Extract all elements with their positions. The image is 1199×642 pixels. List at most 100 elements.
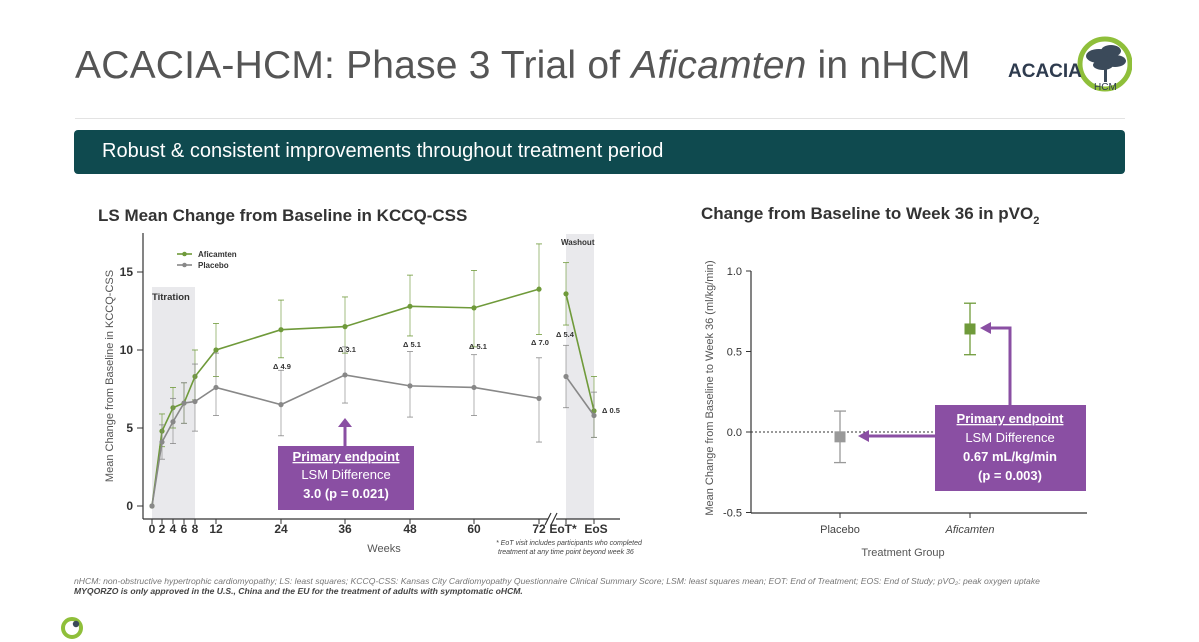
banner-text: Robust & consistent improvements through… (102, 140, 664, 162)
placebo-point (591, 412, 597, 419)
kccq-x-tick-label: EoT* (549, 522, 577, 536)
kccq-chart-title: LS Mean Change from Baseline in KCCQ-CSS (98, 206, 467, 225)
kccq-x-tick-label: EoS (584, 522, 607, 536)
delta-label: Δ 0.5 (602, 406, 620, 415)
placebo-point (342, 372, 348, 378)
pvo2-x-tick-label: Aficamten (945, 524, 995, 536)
aficamten-washout-line (565, 293, 595, 412)
kccq-y-tick-label: 10 (120, 343, 134, 357)
pvo2-y-tick-label: 0.0 (727, 427, 742, 439)
eot-footnote-2: treatment at any time point beyond week … (498, 549, 634, 556)
aficamten-point (213, 347, 219, 353)
placebo-point (536, 395, 542, 401)
pvo2-callout-line3: (p = 0.003) (978, 468, 1042, 483)
delta-label: Δ 5.1 (469, 342, 487, 351)
kccq-x-tick-label: 0 (149, 522, 156, 536)
aficamten-point (278, 327, 284, 333)
pvo2-primary-endpoint-callout: Primary endpoint LSM Difference 0.67 mL/… (935, 405, 1086, 491)
pvo2-y-axis-label: Mean Change from Baseline to Week 36 (ml… (704, 260, 716, 515)
placebo-point (563, 373, 569, 380)
kccq-x-tick-label: 2 (159, 522, 166, 536)
pvo2-y-tick-label: -0.5 (723, 508, 742, 520)
pvo2-aficamten-estimate (964, 302, 976, 356)
kccq-x-axis-label: Weeks (367, 543, 401, 555)
kccq-y-tick-label: 5 (126, 421, 133, 435)
placebo-point (181, 400, 187, 406)
kccq-x-tick-label: 48 (403, 522, 417, 536)
legend-aficamten: Aficamten (198, 250, 237, 259)
legend-placebo: Placebo (198, 261, 229, 270)
placebo-washout-line (565, 376, 595, 416)
aficamten-point (342, 324, 348, 330)
kccq-x-tick-label: 36 (338, 522, 352, 536)
kccq-x-tick-label: 4 (170, 522, 177, 536)
eot-footnote-1: * EoT visit includes participants who co… (496, 540, 643, 547)
title-part-2: in nHCM (806, 44, 971, 87)
kccq-callout-line1: LSM Difference (301, 467, 390, 482)
kccq-legend: Aficamten Placebo (177, 250, 237, 270)
pvo2-x-tick-label: Placebo (820, 524, 860, 536)
kccq-primary-endpoint-callout: Primary endpoint LSM Difference 3.0 (p =… (278, 418, 414, 510)
placebo-point (471, 384, 477, 391)
placebo-point (407, 383, 413, 389)
delta-label: Δ 5.1 (403, 340, 421, 349)
placebo-point (170, 419, 176, 425)
pvo2-callout-heading: Primary endpoint (957, 411, 1065, 426)
delta-label: Δ 4.9 (273, 362, 291, 371)
aficamten-point (407, 303, 413, 309)
kccq-callout-line2: 3.0 (p = 0.021) (303, 486, 389, 501)
kccq-y-axis-label: Mean Change from Baseline in KCCQ-CSS (104, 270, 116, 482)
title-drug-name: Aficamten (631, 44, 807, 87)
kccq-callout-heading: Primary endpoint (293, 449, 401, 464)
pvo2-chart-title: Change from Baseline to Week 36 in pVO2 (701, 204, 1039, 227)
kccq-x-tick-label: 60 (467, 522, 481, 536)
slide-title: ACACIA-HCM: Phase 3 Trial of Aficamten i… (75, 44, 971, 88)
kccq-x-tick-label: 8 (192, 522, 199, 536)
placebo-point (213, 384, 219, 391)
kccq-x-tick-label: 6 (181, 522, 188, 536)
placebo-point (149, 503, 155, 509)
pvo2-callout-line1: LSM Difference (965, 430, 1054, 445)
titration-label: Titration (152, 292, 190, 303)
axis-break-1 (544, 512, 552, 526)
axis-break-2 (550, 512, 558, 526)
delta-label: Δ 5.4 (556, 330, 575, 339)
washout-region (566, 234, 594, 519)
pvo2-y-tick-label: 0.5 (727, 347, 742, 359)
logo-text: ACACIA (1008, 61, 1082, 82)
pvo2-callout-line2: 0.67 mL/kg/min (963, 449, 1057, 464)
placebo-point (278, 402, 284, 408)
headline-banner: Robust & consistent improvements through… (74, 130, 1125, 174)
series-placebo (149, 344, 597, 509)
pvo2-title-sub: 2 (1033, 215, 1039, 227)
abbreviation-footnote: nHCM: non-obstructive hypertrophic cardi… (74, 576, 1040, 586)
aficamten-point (471, 305, 477, 311)
kccq-y-tick-label: 0 (126, 499, 133, 513)
pvo2-x-axis-label: Treatment Group (861, 547, 944, 559)
delta-label: Δ 3.1 (338, 345, 356, 354)
placebo-point (192, 398, 198, 405)
pvo2-placebo-marker (834, 431, 846, 443)
delta-label: Δ 7.0 (531, 338, 549, 347)
kccq-y-tick-label: 15 (120, 265, 134, 279)
pvo2-placebo-estimate (834, 410, 846, 464)
corner-logo-icon (61, 617, 83, 639)
placebo-point (159, 439, 165, 445)
aficamten-point (563, 291, 569, 297)
washout-label: Washout (561, 238, 595, 247)
kccq-x-tick-label: 12 (209, 522, 223, 536)
pvo2-callout-arrows (858, 322, 1012, 442)
logo-subtext: HCM (1094, 82, 1117, 93)
kccq-x-tick-label: 24 (274, 522, 288, 536)
title-part-1: ACACIA-HCM: Phase 3 Trial of (75, 44, 632, 87)
pvo2-title-main: Change from Baseline to Week 36 in pVO (701, 204, 1033, 223)
aficamten-point (536, 286, 542, 292)
pvo2-y-tick-label: 1.0 (727, 266, 742, 278)
title-divider (75, 118, 1125, 119)
approval-footnote: MYQORZO is only approved in the U.S., Ch… (74, 586, 523, 596)
pvo2-chart: Change from Baseline to Week 36 in pVO2 … (701, 204, 1087, 559)
kccq-x-tick-label: 72 (532, 522, 546, 536)
kccq-chart: LS Mean Change from Baseline in KCCQ-CSS… (98, 206, 643, 556)
acacia-hcm-logo: ACACIA HCM (1008, 36, 1132, 93)
pvo2-aficamten-marker (964, 323, 976, 335)
